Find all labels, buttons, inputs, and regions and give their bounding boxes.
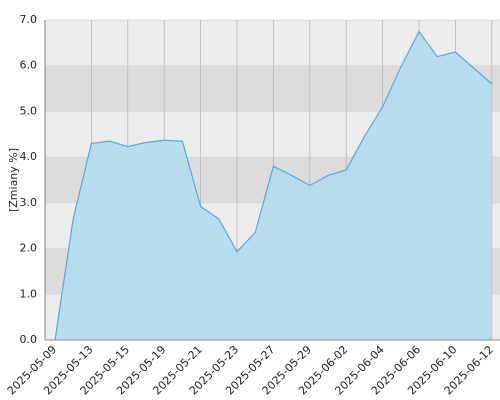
y-tick-label: 6.0 xyxy=(20,59,38,72)
y-axis-label: [Zmiany %] xyxy=(7,148,20,212)
y-tick-label: 3.0 xyxy=(20,196,38,209)
line xyxy=(54,30,493,341)
y-tick-label: 0.0 xyxy=(20,333,38,346)
area xyxy=(55,31,492,341)
y-tick-label: 1.0 xyxy=(20,287,38,300)
y-tick-label: 4.0 xyxy=(20,150,38,163)
y-tick-label: 2.0 xyxy=(20,242,38,255)
y-tick-label: 5.0 xyxy=(20,104,38,117)
y-tick-label: 7.0 xyxy=(20,13,38,26)
